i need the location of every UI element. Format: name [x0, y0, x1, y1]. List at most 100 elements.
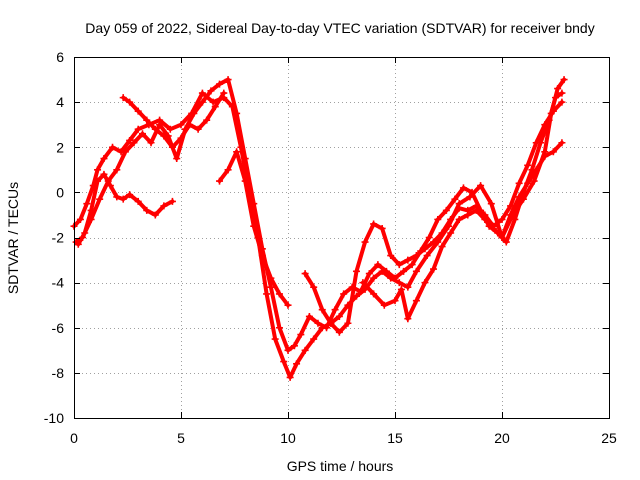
data-point	[318, 306, 326, 314]
data-point	[74, 240, 82, 248]
data-point	[370, 274, 378, 282]
data-point	[186, 121, 194, 129]
data-point	[515, 179, 523, 187]
data-point	[301, 270, 309, 278]
data-point	[143, 206, 151, 214]
data-point	[412, 297, 420, 305]
y-tick-label: -2	[52, 230, 65, 246]
data-point	[502, 238, 510, 246]
data-point	[370, 290, 378, 298]
data-point	[391, 297, 399, 305]
x-tick-label: 10	[280, 430, 296, 446]
data-point	[119, 94, 127, 102]
data-point	[100, 155, 108, 163]
y-axis-label: SDTVAR / TECUs	[5, 182, 21, 294]
data-point	[233, 148, 241, 156]
data-point	[532, 139, 540, 147]
series-track-6	[301, 98, 566, 336]
data-point	[365, 270, 373, 278]
data-point	[224, 76, 232, 84]
data-point	[387, 252, 395, 260]
data-point	[549, 107, 557, 115]
series-track-5	[216, 148, 292, 309]
data-point	[113, 193, 121, 201]
data-point	[83, 200, 91, 208]
chart-title: Day 059 of 2022, Sidereal Day-to-day VTE…	[85, 20, 594, 36]
data-point	[560, 76, 568, 84]
data-point	[489, 224, 497, 232]
data-point	[541, 121, 549, 129]
data-point	[335, 328, 343, 336]
data-point	[138, 130, 146, 138]
data-point	[361, 238, 369, 246]
y-tick-label: -8	[52, 365, 65, 381]
data-point	[203, 116, 211, 124]
data-point	[468, 188, 476, 196]
data-point	[498, 215, 506, 223]
data-point	[472, 206, 480, 214]
data-point	[177, 121, 185, 129]
data-point	[421, 245, 429, 253]
data-points	[70, 76, 568, 381]
data-point	[81, 229, 89, 237]
series-track-4	[119, 89, 228, 151]
data-point	[87, 206, 95, 214]
data-point	[498, 234, 506, 241]
data-point	[250, 222, 258, 230]
data-point	[327, 319, 335, 327]
data-point	[310, 283, 318, 291]
data-point	[293, 360, 301, 368]
data-point	[267, 283, 275, 291]
data-point	[352, 267, 360, 275]
data-point	[425, 234, 433, 241]
data-point	[297, 331, 305, 339]
data-point	[151, 211, 159, 219]
data-point	[464, 211, 472, 219]
data-point	[455, 204, 463, 212]
data-point	[209, 98, 217, 106]
data-point	[395, 279, 403, 287]
data-point	[286, 373, 294, 381]
data-point	[126, 98, 134, 106]
data-point	[106, 182, 114, 190]
data-point	[357, 288, 365, 296]
data-point	[119, 195, 127, 203]
data-point	[96, 195, 104, 203]
data-point	[284, 301, 292, 309]
data-point	[515, 193, 523, 201]
data-point	[447, 229, 455, 237]
data-point	[76, 215, 84, 223]
data-point	[275, 324, 283, 332]
data-point	[113, 166, 121, 174]
data-point	[160, 132, 168, 140]
data-point	[382, 267, 390, 275]
series-track-3	[74, 170, 176, 248]
data-point	[511, 215, 519, 223]
data-point	[211, 103, 219, 111]
x-tick-label: 15	[387, 430, 403, 446]
data-point	[374, 261, 382, 269]
data-point	[434, 215, 442, 223]
data-point	[126, 136, 134, 144]
data-point	[370, 220, 378, 228]
data-point	[404, 315, 412, 323]
data-point	[481, 215, 489, 223]
x-axis-label: GPS time / hours	[287, 458, 394, 474]
data-point	[438, 229, 446, 237]
data-point	[263, 290, 271, 298]
tick-labels: 0 5 10 15 20 25 -10 -8 -6 -4 -2 0 2 4 6	[44, 49, 617, 446]
data-point	[109, 143, 117, 151]
data-point	[310, 335, 318, 343]
data-point	[267, 274, 275, 282]
data-point	[423, 252, 431, 260]
data-point	[395, 261, 403, 269]
data-point	[549, 148, 557, 156]
axis-ticks	[74, 57, 610, 419]
data-point	[216, 177, 224, 185]
data-point	[147, 139, 155, 147]
data-point	[305, 312, 313, 320]
data-point	[121, 148, 129, 156]
data-point	[94, 166, 102, 174]
data-point	[166, 125, 174, 133]
data-point	[198, 89, 206, 97]
